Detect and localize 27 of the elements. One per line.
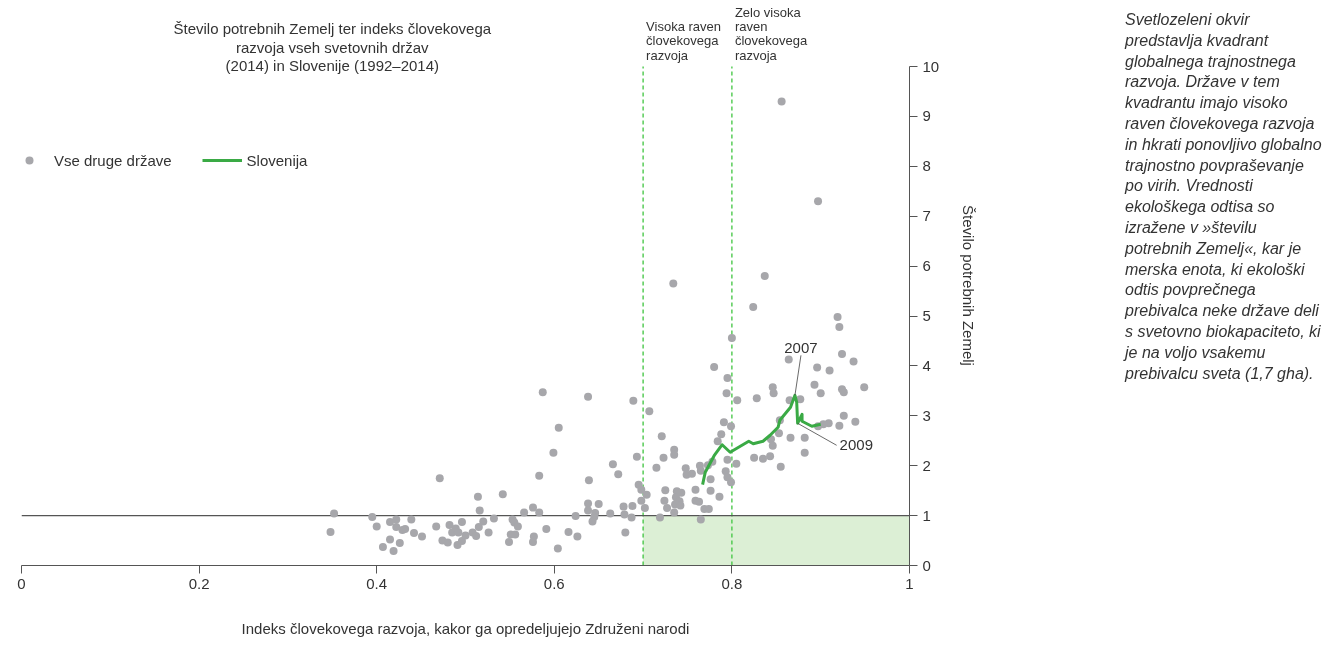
chart-title: Število potrebnih Zemelj ter indeks človekovega razvoja vseh svetovnih držav (2014) in Slovenije (1992–2014) bbox=[173, 20, 492, 75]
annotation: 2007 bbox=[784, 339, 818, 357]
x-tick-label: 0.4 bbox=[366, 574, 388, 592]
x-tick-label: 0.2 bbox=[188, 574, 210, 592]
annotation: 2009 bbox=[839, 436, 873, 454]
y-tick-label: 6 bbox=[922, 257, 931, 275]
y-tick-label: 4 bbox=[922, 356, 931, 374]
y-axis-title: Število potrebnih Zemelj bbox=[960, 205, 978, 366]
x-axis-title: Indeks človekovega razvoja, kakor ga opredeljujejo Združeni narodi bbox=[241, 619, 690, 637]
y-tick-label: 10 bbox=[922, 57, 940, 75]
y-tick-label: 5 bbox=[922, 307, 931, 324]
y-tick-label: 7 bbox=[922, 207, 931, 225]
y-tick-label: 8 bbox=[922, 157, 931, 175]
x-tick-label: 1 bbox=[905, 574, 914, 592]
y-tick-label: 9 bbox=[922, 107, 931, 125]
x-tick-label: 0.8 bbox=[721, 574, 743, 592]
ref-line-label: Zelo visoka raven človekovega razvoja bbox=[734, 4, 808, 63]
y-tick-label: 3 bbox=[922, 406, 931, 424]
y-tick-label: 1 bbox=[922, 506, 931, 524]
legend-label: Slovenija bbox=[246, 151, 308, 169]
y-tick-label: 2 bbox=[922, 456, 931, 474]
text: Svetlozeleni okvir predstavlja kvadrant globalnega trajnostnega razvoja. Države v tem kvadrantu imajo visoko raven človekovega razvoja in hkrati ponovljivo globalno trajnostno povpraševanje po virih. Vrednosti ekološkega odtisa so izražene v »številu potrebnih Zemelj«, kar je merska enota, ki ekološki odtis povprečnega prebivalca neke države deli s svetovno biokapaciteto, ki je na voljo vsakemu prebivalcu sveta (1,7 gha). bbox=[1125, 11, 1322, 382]
x-tick-label: 0.6 bbox=[543, 574, 565, 592]
ref-line-label: Visoka raven človekovega razvoja bbox=[646, 19, 722, 63]
legend-label: Vse druge države bbox=[54, 151, 172, 169]
y-tick-label: 0 bbox=[922, 556, 931, 574]
x-tick-label: 0 bbox=[17, 574, 26, 592]
